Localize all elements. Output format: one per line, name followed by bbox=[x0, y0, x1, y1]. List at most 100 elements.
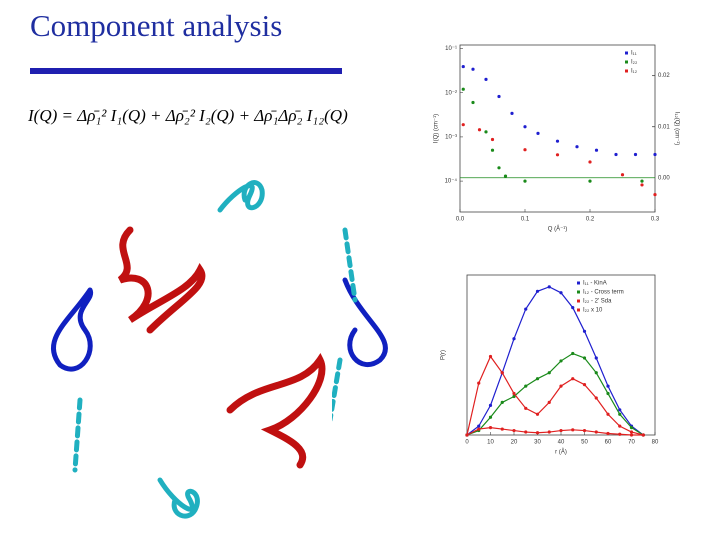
data-point bbox=[490, 137, 495, 142]
data-point bbox=[535, 431, 540, 435]
x-tick-label: 80 bbox=[652, 440, 659, 446]
data-point bbox=[523, 148, 527, 152]
data-point bbox=[575, 145, 579, 149]
data-point bbox=[488, 425, 493, 430]
x-axis-label: Q (Å⁻¹) bbox=[548, 226, 568, 233]
data-point bbox=[536, 131, 540, 136]
x-tick-label: 60 bbox=[605, 440, 612, 446]
data-point bbox=[618, 412, 622, 416]
title-rule bbox=[30, 68, 342, 74]
y-axis-label: I(Q) (cm⁻¹) bbox=[434, 114, 440, 143]
legend-label: I₂₂ - 2' Sda bbox=[583, 299, 612, 305]
legend-label: I₁₁ - KinA bbox=[583, 281, 607, 287]
data-point bbox=[477, 424, 481, 428]
protein-art bbox=[51, 180, 388, 519]
data-point bbox=[461, 87, 465, 91]
data-point bbox=[510, 111, 514, 116]
data-point bbox=[477, 427, 481, 431]
x-axis-label: r (Å) bbox=[555, 449, 567, 456]
data-point bbox=[594, 148, 599, 152]
data-point bbox=[477, 128, 482, 132]
y2-axis-label: I₁₂(Q) (cm⁻¹) bbox=[673, 112, 679, 146]
data-point bbox=[633, 152, 638, 157]
x-tick-label: 0 bbox=[465, 440, 469, 446]
legend-label: I₁₂ - Cross term bbox=[583, 290, 624, 296]
data-point bbox=[559, 359, 563, 363]
data-point bbox=[606, 384, 610, 388]
data-point bbox=[512, 394, 516, 399]
data-point bbox=[524, 307, 528, 311]
data-point bbox=[606, 431, 610, 436]
data-point bbox=[582, 329, 587, 333]
data-point bbox=[524, 406, 528, 410]
data-point bbox=[512, 391, 516, 396]
data-point bbox=[490, 148, 495, 152]
data-point bbox=[618, 432, 622, 436]
x-tick-label: 0.1 bbox=[521, 217, 530, 223]
data-point bbox=[488, 354, 493, 359]
data-point bbox=[523, 125, 527, 129]
data-point bbox=[497, 166, 501, 170]
data-point bbox=[500, 371, 504, 375]
x-tick-label: 50 bbox=[581, 440, 588, 446]
data-point bbox=[582, 428, 587, 433]
data-point bbox=[618, 408, 622, 412]
legend-label: I₁₂ bbox=[631, 69, 638, 75]
y-tick-label: 10⁻⁴ bbox=[445, 178, 458, 185]
data-point bbox=[594, 356, 598, 360]
data-point bbox=[512, 337, 516, 341]
data-point bbox=[653, 193, 657, 197]
data-point bbox=[484, 77, 488, 81]
data-point bbox=[461, 123, 465, 127]
data-point bbox=[620, 173, 625, 177]
data-point bbox=[571, 428, 575, 432]
equation: I(Q) = Δρ̄₁² I₁(Q) + Δρ̄₂² I₂(Q) + Δρ̄₁Δ… bbox=[28, 106, 348, 125]
series-line bbox=[466, 352, 644, 436]
legend-swatch bbox=[625, 69, 628, 73]
data-point bbox=[497, 94, 501, 99]
data-point bbox=[471, 67, 475, 71]
data-point bbox=[559, 291, 563, 295]
data-point bbox=[547, 400, 551, 405]
x-tick-label: 70 bbox=[628, 440, 635, 446]
y2-tick-label: 0.02 bbox=[658, 73, 670, 79]
data-point bbox=[555, 139, 560, 143]
data-point bbox=[571, 305, 575, 310]
data-point bbox=[606, 391, 610, 396]
data-point bbox=[547, 285, 551, 289]
data-point bbox=[606, 412, 610, 416]
legend-label: I₂₂ bbox=[631, 60, 638, 66]
data-point bbox=[535, 412, 540, 416]
data-point bbox=[618, 424, 622, 428]
y2-tick-label: 0.01 bbox=[658, 124, 670, 130]
data-point bbox=[559, 384, 563, 388]
x-tick-label: 0.2 bbox=[586, 217, 595, 223]
legend-label: I₂₂ x 10 bbox=[583, 308, 603, 314]
data-point bbox=[500, 427, 504, 431]
data-point bbox=[582, 383, 587, 387]
data-point bbox=[512, 428, 516, 433]
x-tick-label: 20 bbox=[511, 440, 518, 446]
data-point bbox=[588, 160, 592, 164]
x-tick-label: 40 bbox=[558, 440, 565, 446]
legend-swatch bbox=[625, 51, 628, 55]
x-tick-label: 0.3 bbox=[651, 217, 660, 223]
data-point bbox=[484, 130, 488, 134]
legend-label: I₁₁ bbox=[631, 51, 637, 57]
y2-tick-label: 0.00 bbox=[658, 175, 670, 181]
data-point bbox=[641, 433, 645, 437]
data-point bbox=[571, 351, 575, 356]
data-point bbox=[653, 152, 657, 157]
data-point bbox=[535, 377, 540, 381]
data-point bbox=[594, 430, 598, 434]
data-point bbox=[614, 152, 618, 157]
series-line bbox=[466, 355, 644, 436]
plot-frame bbox=[459, 44, 656, 213]
data-point bbox=[555, 153, 560, 157]
data-point bbox=[465, 433, 469, 437]
data-point bbox=[488, 415, 493, 419]
data-point bbox=[488, 403, 493, 407]
x-tick-label: 0.0 bbox=[456, 217, 465, 223]
y-tick-label: 10⁻³ bbox=[445, 134, 457, 140]
